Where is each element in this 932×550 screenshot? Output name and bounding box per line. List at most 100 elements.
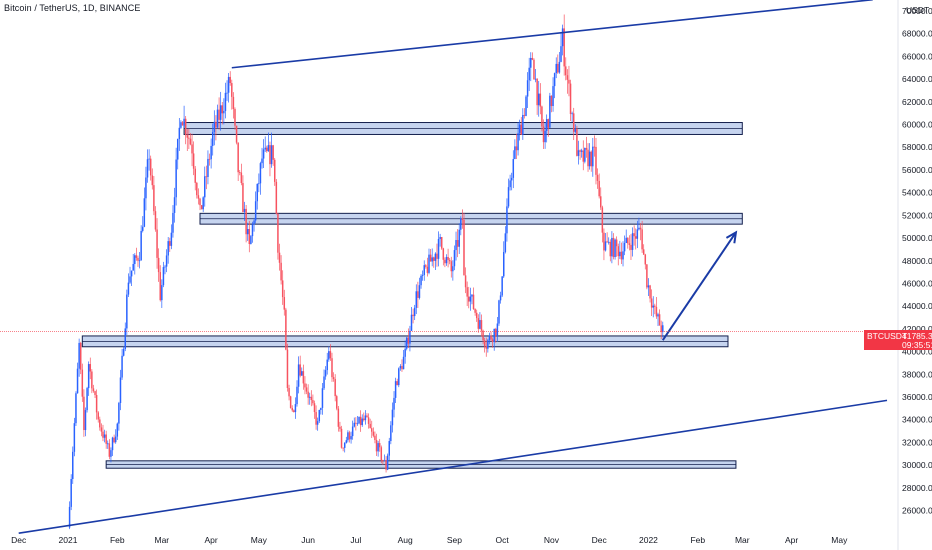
candle-body bbox=[374, 435, 376, 441]
candle-body bbox=[614, 239, 616, 258]
candle-body bbox=[649, 285, 651, 299]
candle-body bbox=[528, 67, 530, 81]
price-badge-value: 41785.35 bbox=[902, 331, 932, 341]
candle-body bbox=[450, 261, 453, 272]
candle-body bbox=[143, 198, 146, 227]
candle-body bbox=[234, 109, 236, 126]
candle-body bbox=[342, 447, 344, 449]
candle-body bbox=[402, 356, 405, 370]
candle-body bbox=[611, 237, 613, 257]
candle-body bbox=[169, 241, 171, 246]
candle-body bbox=[313, 403, 316, 413]
candle-body bbox=[523, 114, 526, 116]
candle-body bbox=[491, 339, 494, 343]
price-badge-symbol: BTCUSDT bbox=[867, 331, 908, 341]
candle-body bbox=[587, 149, 589, 167]
candle-body bbox=[558, 61, 561, 73]
candle-body bbox=[590, 151, 592, 167]
candle-body bbox=[165, 255, 168, 267]
candle-body bbox=[161, 285, 163, 301]
candle-body bbox=[81, 369, 84, 397]
candle-body bbox=[580, 150, 583, 152]
candle-body bbox=[316, 421, 319, 425]
candle-body bbox=[135, 255, 138, 258]
x-tick-label: Apr bbox=[205, 535, 218, 545]
candle-body bbox=[510, 177, 513, 181]
candle-body bbox=[488, 335, 491, 341]
candle-body bbox=[607, 241, 610, 243]
candle-body bbox=[343, 442, 346, 448]
candle-body bbox=[264, 147, 266, 150]
candle-body bbox=[70, 478, 72, 507]
candle-body bbox=[261, 158, 263, 164]
candle-body bbox=[509, 180, 511, 188]
x-tick-label: Apr bbox=[785, 535, 798, 545]
candle-body bbox=[472, 294, 475, 310]
y-tick-label: 42000.00 bbox=[902, 324, 932, 334]
candle-body bbox=[178, 127, 181, 139]
candle-body bbox=[433, 257, 435, 261]
candle-body bbox=[404, 348, 406, 357]
candle-body bbox=[517, 133, 519, 151]
x-tick-label: Feb bbox=[110, 535, 125, 545]
candle-body bbox=[650, 298, 653, 308]
candle-body bbox=[495, 328, 497, 336]
candle-body bbox=[595, 146, 597, 175]
candle-body bbox=[129, 276, 131, 283]
candle-body bbox=[561, 28, 564, 47]
x-tick-label: Dec bbox=[11, 535, 27, 545]
candle-body bbox=[355, 422, 357, 424]
candle-body bbox=[518, 124, 521, 134]
candle-body bbox=[113, 437, 115, 443]
candle-body bbox=[273, 159, 276, 182]
candle-body bbox=[479, 320, 481, 329]
candle-body bbox=[180, 122, 182, 128]
candle-body bbox=[126, 294, 128, 329]
candle-body bbox=[210, 145, 212, 160]
candle-body bbox=[383, 460, 386, 462]
candle-body bbox=[625, 237, 627, 244]
candle-body bbox=[628, 243, 631, 245]
candle-body bbox=[358, 416, 360, 424]
candle-body bbox=[369, 423, 371, 429]
candle-body bbox=[99, 419, 101, 428]
candle-body bbox=[183, 118, 185, 126]
y-tick-label: 36000.00 bbox=[902, 392, 932, 402]
candle-body bbox=[245, 208, 247, 235]
candle-body bbox=[254, 201, 257, 221]
candle-body bbox=[339, 426, 341, 429]
candle-body bbox=[192, 153, 195, 169]
candle-body bbox=[189, 138, 192, 145]
candle-body bbox=[102, 431, 104, 438]
candle-body bbox=[91, 371, 93, 389]
candle-body bbox=[219, 105, 222, 120]
candle-body bbox=[547, 119, 550, 128]
y-tick-label: 66000.00 bbox=[902, 51, 932, 61]
candle-body bbox=[582, 150, 585, 162]
candle-body bbox=[194, 168, 196, 183]
candle-body bbox=[138, 260, 141, 262]
candle-body bbox=[250, 236, 252, 244]
candle-body bbox=[630, 244, 632, 250]
candle-body bbox=[541, 106, 543, 127]
candle-body bbox=[116, 423, 119, 437]
y-tick-label: 52000.00 bbox=[902, 210, 932, 220]
candle-body bbox=[278, 252, 281, 263]
candle-body bbox=[641, 229, 643, 250]
candle-body bbox=[627, 237, 629, 244]
candle-body bbox=[258, 183, 260, 185]
candle-body bbox=[153, 185, 155, 212]
candle-body bbox=[600, 196, 602, 208]
candle-body bbox=[453, 250, 456, 267]
candle-body bbox=[622, 251, 624, 260]
candle-body bbox=[598, 180, 600, 197]
candle-body bbox=[137, 257, 139, 261]
candle-body bbox=[415, 291, 418, 308]
candle-body bbox=[447, 256, 449, 260]
candle-body bbox=[329, 351, 332, 359]
candle-body bbox=[92, 388, 95, 392]
y-tick-label: 26000.00 bbox=[902, 506, 932, 516]
candle-body bbox=[280, 262, 282, 281]
